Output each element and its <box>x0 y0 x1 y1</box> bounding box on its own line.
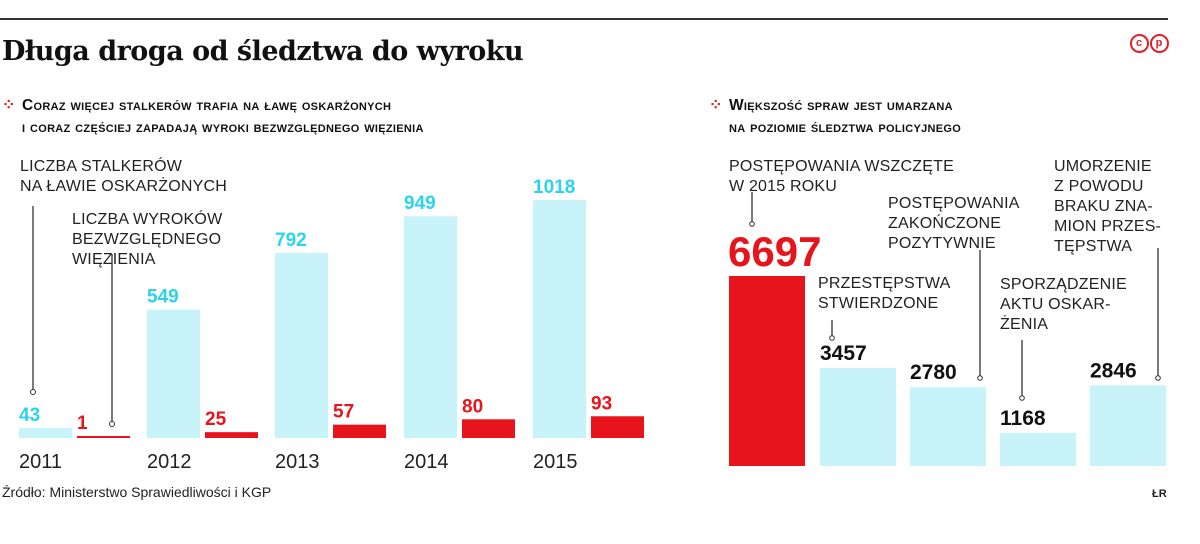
stage-bar <box>729 276 805 466</box>
x-tick-label: 2011 <box>19 451 62 473</box>
x-tick-label: 2015 <box>533 451 578 473</box>
label-accused-line-1: LICZBA STALKERÓW <box>20 158 183 175</box>
stage-value-label: 6697 <box>728 228 821 275</box>
label-sentences-line-2: BEZWZGLĘDNEGO <box>72 231 222 248</box>
bar-accused <box>275 252 328 438</box>
label-discontinued-line-1: UMORZENIE <box>1054 158 1152 175</box>
left-subtitle-line-2: i coraz częściej zapadają wyroki bezwzgl… <box>22 119 424 136</box>
stage-value-label: 3457 <box>820 342 867 365</box>
stage-bar <box>1090 385 1166 466</box>
bar-accused <box>147 309 200 438</box>
x-tick-label: 2013 <box>275 451 320 473</box>
left-subtitle-line-1: Coraz więcej stalkerów trafia na ławę os… <box>22 97 392 114</box>
bar-value-label: 792 <box>275 230 307 251</box>
leader-dot <box>1155 375 1161 381</box>
label-discontinued: UMORZENIE Z POWODU BRAKU ZNA- MION PRZES… <box>1054 157 1161 257</box>
bar-value-label: 949 <box>404 193 436 214</box>
bullet-icon: ⁘ <box>709 97 723 114</box>
case-stages-bar-chart: 6697 3457 2780 1168 2846 <box>728 192 1166 466</box>
bar-value-label: 93 <box>591 393 612 414</box>
page-title: Długa droga od śledztwa do wyroku <box>2 36 524 67</box>
stage-value-label: 1168 <box>1000 407 1046 430</box>
bar-value-label: 25 <box>205 409 227 430</box>
leader-dot <box>829 335 835 341</box>
label-discontinued-line-4: MION PRZES- <box>1054 218 1162 235</box>
bar-accused <box>19 427 72 438</box>
yearly-bar-chart: 43 1 549 25 792 57 949 80 1018 93 2011 2012 2013 201… <box>19 177 644 473</box>
bar-value-label: 80 <box>462 396 483 417</box>
stage-bar <box>1000 432 1076 466</box>
label-sentences-line-1: LICZBA WYROKÓW <box>72 211 223 228</box>
author-credit: ŁR <box>1152 488 1167 500</box>
leader-dot <box>109 421 115 427</box>
label-initiated-line-2: W 2015 ROKU <box>729 178 838 195</box>
right-subtitle-line-1: Większość spraw jest umarzana <box>729 97 953 114</box>
label-positive: POSTĘPOWANIA ZAKOŃCZONE POZYTYWNIE <box>888 194 1020 254</box>
right-subtitle-line-2: na poziomie śledztwa policyjnego <box>729 119 962 136</box>
label-initiated-line-1: POSTĘPOWANIA WSZCZĘTE <box>729 158 954 175</box>
label-accused: LICZBA STALKERÓW NA ŁAWIE OSKARŻONYCH <box>20 157 227 197</box>
bar-sentences <box>591 416 644 438</box>
label-found-line-1: PRZESTĘPSTWA <box>818 275 951 292</box>
stage-value-label: 2780 <box>910 361 957 384</box>
bar-value-label: 1 <box>77 413 88 434</box>
label-indictment-line-2: AKTU OSKAR- <box>1000 296 1111 313</box>
bar-value-label: 1018 <box>533 177 575 198</box>
stage-value-label: 2846 <box>1090 359 1137 382</box>
label-indictment-line-3: ŻENIA <box>1000 316 1049 333</box>
leader-dot <box>749 221 755 227</box>
label-initiated: POSTĘPOWANIA WSZCZĘTE W 2015 ROKU <box>729 157 954 197</box>
bar-value-label: 57 <box>333 402 354 423</box>
label-positive-line-3: POZYTYWNIE <box>888 235 996 252</box>
label-discontinued-line-2: Z POWODU <box>1054 178 1144 195</box>
label-sentences-line-3: WIĘZIENIA <box>72 251 156 268</box>
stage-bar <box>820 367 896 466</box>
leader-dot <box>977 375 983 381</box>
bar-sentences <box>333 424 386 438</box>
bar-sentences <box>462 419 515 438</box>
bullet-icon: ⁘ <box>2 97 16 114</box>
right-subtitle: ⁘ Większość spraw jest umarzana na pozio… <box>709 95 962 139</box>
label-found-line-2: STWIERDZONE <box>818 295 939 312</box>
top-rule <box>0 18 1168 20</box>
leader-dot <box>30 389 36 395</box>
label-indictment: SPORZĄDZENIE AKTU OSKAR- ŻENIA <box>1000 275 1127 335</box>
bar-accused <box>533 200 586 438</box>
label-accused-line-2: NA ŁAWIE OSKARŻONYCH <box>20 178 227 195</box>
bar-sentences <box>77 436 130 438</box>
label-positive-line-2: ZAKOŃCZONE <box>888 215 1002 232</box>
source-note: Źródło: Ministerstwo Sprawiedliwości i K… <box>2 484 272 500</box>
bar-value-label: 43 <box>19 405 40 426</box>
stage-bar <box>910 387 986 466</box>
label-discontinued-line-5: TĘPSTWA <box>1054 238 1133 255</box>
x-tick-label: 2014 <box>404 451 449 473</box>
label-found: PRZESTĘPSTWA STWIERDZONE <box>818 274 951 314</box>
label-indictment-line-1: SPORZĄDZENIE <box>1000 276 1127 293</box>
x-tick-label: 2012 <box>147 451 192 473</box>
label-positive-line-1: POSTĘPOWANIA <box>888 195 1020 212</box>
label-sentences: LICZBA WYROKÓW BEZWZGLĘDNEGO WIĘZIENIA <box>72 210 222 270</box>
bar-sentences <box>205 432 258 438</box>
leader-dot <box>1019 395 1025 401</box>
bar-accused <box>404 216 457 438</box>
bar-value-label: 549 <box>147 287 179 308</box>
label-discontinued-line-3: BRAKU ZNA- <box>1054 198 1153 215</box>
left-subtitle: ⁘ Coraz więcej stalkerów trafia na ławę … <box>2 95 424 139</box>
